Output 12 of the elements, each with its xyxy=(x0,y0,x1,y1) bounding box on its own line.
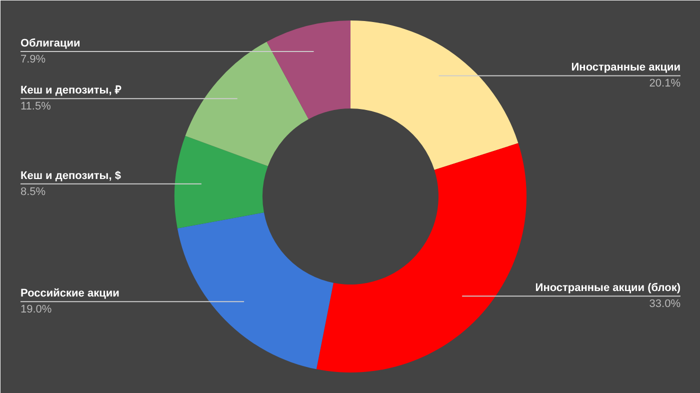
data-label: 7.9% xyxy=(20,53,46,66)
slice-label: Российские акции xyxy=(20,288,120,300)
data-label: 8.5% xyxy=(20,186,46,198)
slice-label: Кеш и депозиты, $ xyxy=(20,170,121,182)
data-label: 19.0% xyxy=(20,304,52,316)
data-label: 20.1% xyxy=(649,78,681,90)
data-label: 33.0% xyxy=(649,298,681,310)
slice-label: Кеш и депозиты, ₽ xyxy=(20,84,122,97)
slice-label: Иностранные акции (блок) xyxy=(535,282,681,294)
data-label: 11.5% xyxy=(20,100,52,113)
slice-label: Облигации xyxy=(20,37,80,50)
slice-label: Иностранные акции xyxy=(571,62,680,74)
